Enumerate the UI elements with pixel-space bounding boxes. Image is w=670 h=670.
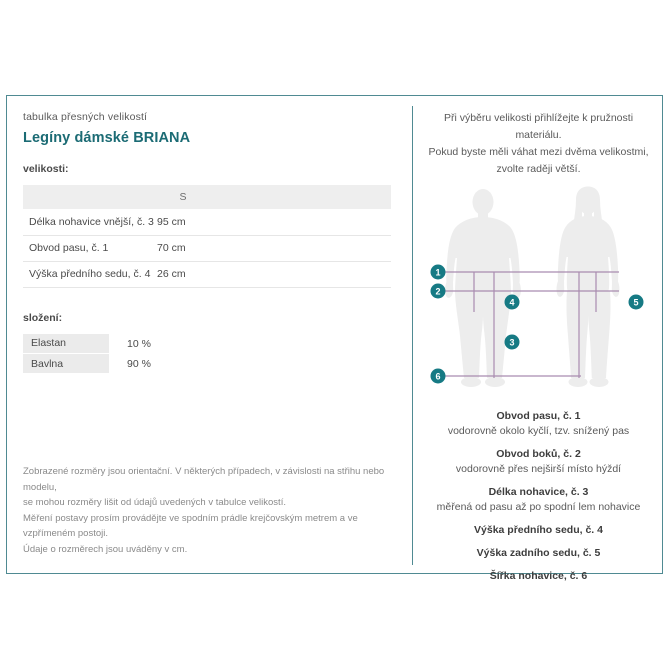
badge-4: 4 [504, 294, 520, 310]
legend-term: Obvod boků, č. 2 [496, 448, 581, 460]
measurement-diagram-svg: 1 2 3 4 [430, 186, 644, 387]
badge-6-label: 6 [435, 372, 440, 382]
size-row-label: Délka nohavice vnější, č. 3 [23, 209, 154, 236]
table-row: Výška předního sedu, č. 4 26 cm [23, 261, 391, 288]
size-chart-card: tabulka přesných velikostí Legíny dámské… [6, 95, 664, 582]
composition-section-label: složení: [23, 311, 63, 324]
badge-2: 2 [430, 283, 446, 299]
legend-term: Výška zadního sedu, č. 5 [476, 547, 601, 559]
composition-material: Bavlna [23, 353, 109, 374]
list-item: Obvod pasu, č. 1 vodorovně okolo kyčlí, … [421, 409, 656, 439]
disclaimer-note: Zobrazené rozměry jsou orientační. V něk… [23, 464, 398, 557]
size-table-header-row: S [23, 185, 391, 209]
legend-term: Délka nohavice, č. 3 [488, 486, 589, 498]
composition-section: složení: Elastan 10 % Bavlna 90 % [23, 311, 396, 374]
badge-2-label: 2 [435, 287, 440, 297]
size-table-head: S [23, 185, 391, 209]
composition-percent: 10 % [127, 337, 151, 350]
sizing-advice-line: zvolte raději větší. [496, 163, 581, 175]
legend-description: vodorovně přes nejširší místo hýždí [455, 463, 622, 475]
table-row: Délka nohavice vnější, č. 3 95 cm [23, 209, 391, 236]
legend-term: Výška předního sedu, č. 4 [474, 524, 603, 536]
disclaimer-line: se mohou rozměry lišit od údajů uvedenýc… [23, 497, 286, 508]
list-item: Šířka nohavice, č. 6 [421, 569, 656, 584]
right-column: Při výběru velikosti přihlížejte k pružn… [413, 96, 664, 582]
size-row-pad [213, 235, 391, 262]
table-row: Elastan 10 % [23, 333, 223, 354]
badge-1: 1 [430, 264, 446, 280]
size-table-header-pad [213, 185, 391, 209]
sizing-advice-text: Při výběru velikosti přihlížejte k pružn… [421, 110, 656, 178]
measurement-diagram: 1 2 3 4 [421, 186, 656, 401]
size-row-pad [213, 209, 391, 236]
size-table-body: Délka nohavice vnější, č. 3 95 cm Obvod … [23, 209, 391, 288]
sizes-section-label: velikosti: [23, 163, 69, 175]
size-row-label: Výška předního sedu, č. 4 [23, 261, 153, 288]
list-item: Výška předního sedu, č. 4 [421, 523, 656, 538]
size-row-value: 70 cm [153, 235, 213, 262]
badge-6: 6 [430, 368, 446, 384]
legend-term: Šířka nohavice, č. 6 [489, 570, 588, 582]
list-item: Délka nohavice, č. 3 měřená od pasu až p… [421, 485, 656, 515]
column-divider [412, 106, 413, 565]
list-item: Výška zadního sedu, č. 5 [421, 546, 656, 561]
page-title: Legíny dámské BRIANA [23, 130, 191, 146]
size-table-header-size: S [153, 185, 213, 209]
size-row-label: Obvod pasu, č. 1 [23, 235, 153, 262]
male-figure-icon [445, 189, 521, 387]
composition-material: Elastan [23, 333, 109, 354]
size-row-value: 26 cm [153, 261, 213, 288]
badge-4-label: 4 [509, 298, 514, 308]
list-item: Obvod boků, č. 2 vodorovně přes nejširší… [421, 447, 656, 477]
female-figure-icon [556, 186, 620, 387]
sizing-advice-line: Pokud byste měli váhat mezi dvěma veliko… [428, 146, 649, 158]
badge-5-label: 5 [633, 298, 638, 308]
badge-3: 3 [504, 334, 520, 350]
size-row-value: 95 cm [153, 209, 213, 236]
composition-table-body: Elastan 10 % Bavlna 90 % [23, 333, 223, 374]
table-row: Obvod pasu, č. 1 70 cm [23, 235, 391, 262]
legend-description: měřená od pasu až po spodní lem nohavice [436, 501, 641, 513]
badge-1-label: 1 [435, 268, 440, 278]
composition-table: Elastan 10 % Bavlna 90 % [23, 333, 223, 374]
size-table-header-blank [23, 185, 153, 209]
measurement-badges: 1 2 3 4 [430, 264, 644, 384]
disclaimer-line: Měření postavy prosím provádějte ve spod… [23, 512, 358, 540]
size-row-pad [213, 261, 391, 288]
left-column: tabulka přesných velikostí Legíny dámské… [7, 96, 412, 575]
measurement-lines [444, 271, 619, 378]
legend-description: vodorovně okolo kyčlí, tzv. snížený pas [447, 425, 630, 437]
badge-3-label: 3 [509, 338, 514, 348]
sizing-advice-line: Při výběru velikosti přihlížejte k pružn… [443, 112, 634, 141]
disclaimer-line: Zobrazené rozměry jsou orientační. V něk… [23, 466, 385, 493]
badge-5: 5 [628, 294, 644, 310]
eyebrow-text: tabulka přesných velikostí [23, 111, 148, 123]
size-table: S Délka nohavice vnější, č. 3 95 cm Obvo… [23, 185, 391, 288]
measurement-legend: Obvod pasu, č. 1 vodorovně okolo kyčlí, … [421, 409, 656, 584]
composition-percent: 90 % [127, 357, 151, 370]
legend-term: Obvod pasu, č. 1 [496, 410, 581, 422]
disclaimer-line: Údaje o rozměrech jsou uváděny v cm. [23, 543, 188, 555]
table-row: Bavlna 90 % [23, 353, 223, 374]
